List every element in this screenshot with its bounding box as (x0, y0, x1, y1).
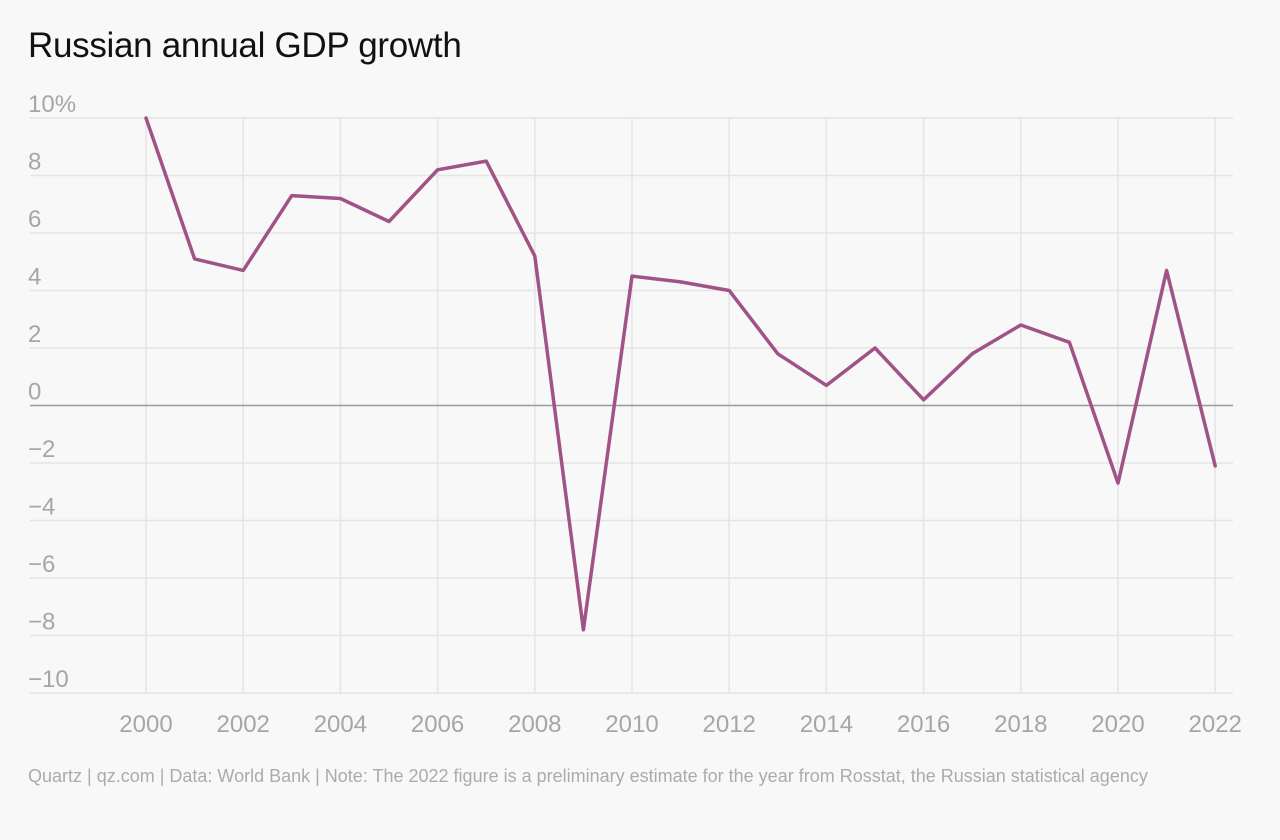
data-point-2012[interactable] (726, 287, 733, 294)
x-tick-label: 2012 (703, 711, 756, 738)
gdp-growth-line (144, 116, 1217, 632)
series-layer (143, 115, 1219, 633)
data-point-2009[interactable] (580, 626, 587, 633)
y-tick-label: 2 (28, 321, 41, 348)
y-tick-label: 6 (28, 206, 41, 233)
x-tick-label: 2018 (994, 711, 1047, 738)
y-tick-label: 8 (28, 149, 41, 176)
data-point-2022[interactable] (1212, 462, 1219, 469)
data-point-2010[interactable] (629, 273, 636, 280)
x-tick-label: 2004 (314, 711, 367, 738)
x-tick-label: 2020 (1091, 711, 1144, 738)
y-tick-label: −2 (28, 436, 55, 463)
y-tick-label: −10 (28, 666, 69, 693)
data-point-2018[interactable] (1017, 322, 1024, 329)
x-tick-label: 2010 (605, 711, 658, 738)
grid-layer (30, 117, 1233, 694)
data-point-2013[interactable] (774, 350, 781, 357)
x-axis-ticks: 2000 2002 2004 2006 2008 2010 2012 2014 2016 2018… (119, 711, 1242, 738)
y-tick-label: 10% (28, 91, 76, 118)
data-point-2019[interactable] (1066, 339, 1073, 346)
data-point-2017[interactable] (969, 350, 976, 357)
data-point-2016[interactable] (920, 396, 927, 403)
data-point-2011[interactable] (677, 278, 684, 285)
data-point-2007[interactable] (483, 158, 490, 165)
x-tick-label: 2000 (119, 711, 172, 738)
data-point-2014[interactable] (823, 382, 830, 389)
x-tick-label: 2022 (1189, 711, 1242, 738)
data-point-2006[interactable] (434, 166, 441, 173)
data-point-2001[interactable] (191, 255, 198, 262)
data-point-2004[interactable] (337, 195, 344, 202)
y-tick-label: 4 (28, 264, 41, 291)
x-tick-label: 2016 (897, 711, 950, 738)
source-note: Quartz | qz.com | Data: World Bank | Not… (28, 766, 1148, 786)
data-point-2015[interactable] (872, 345, 879, 352)
data-point-2000[interactable] (143, 115, 150, 122)
x-tick-label: 2006 (411, 711, 464, 738)
data-point-2021[interactable] (1163, 267, 1170, 274)
x-tick-label: 2014 (800, 711, 853, 738)
x-tick-label: 2002 (217, 711, 270, 738)
chart-title: Russian annual GDP growth (28, 26, 462, 65)
data-point-2008[interactable] (531, 253, 538, 260)
y-tick-label: −4 (28, 494, 55, 521)
data-point-2002[interactable] (240, 267, 247, 274)
y-tick-label: −6 (28, 551, 55, 578)
y-tick-label: 0 (28, 379, 41, 406)
y-axis-ticks: 10% 8 6 4 2 0 −2 −4 −6 −8 −10 (28, 91, 76, 693)
data-point-2020[interactable] (1115, 480, 1122, 487)
y-tick-label: −8 (28, 609, 55, 636)
data-point-2003[interactable] (288, 192, 295, 199)
x-tick-label: 2008 (508, 711, 561, 738)
data-point-2005[interactable] (386, 218, 393, 225)
